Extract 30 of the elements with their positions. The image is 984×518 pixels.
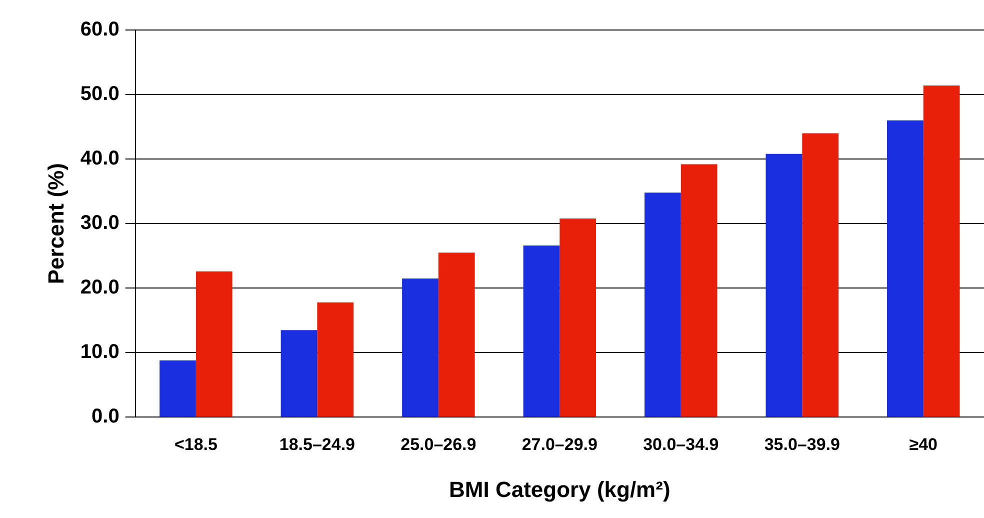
- bar: [438, 252, 475, 417]
- y-tick-label: 40.0: [80, 148, 120, 170]
- y-tick-label: 30.0: [80, 212, 120, 234]
- bar: [802, 133, 839, 417]
- bar: [887, 120, 924, 417]
- y-tick-label: 60.0: [80, 18, 120, 41]
- y-tick-label: 10.0: [80, 341, 120, 364]
- x-axis-title: BMI Category (kg/m²): [449, 476, 670, 502]
- x-tick-label: 25.0–26.9: [400, 435, 476, 454]
- x-tick-label: ≥40: [909, 435, 938, 454]
- bar: [560, 218, 596, 417]
- bar: [680, 164, 718, 417]
- bar: [317, 302, 354, 417]
- x-tick-label: 27.0–29.9: [522, 435, 598, 454]
- x-tick-label: 35.0–39.9: [764, 435, 840, 454]
- bar: [196, 271, 232, 417]
- bar: [160, 360, 196, 417]
- bar: [402, 278, 438, 417]
- y-tick-label: 0.0: [92, 406, 120, 428]
- x-tick-label: 18.5–24.9: [279, 435, 356, 454]
- y-tick-label: 20.0: [80, 276, 120, 299]
- bar: [766, 154, 802, 417]
- x-tick-label: <18.5: [174, 435, 218, 454]
- bar: [923, 86, 960, 417]
- bar: [644, 192, 681, 417]
- bar: [523, 246, 560, 417]
- bar: [280, 330, 318, 417]
- y-tick-label: 50.0: [80, 83, 120, 106]
- x-tick-label: 30.0–34.9: [643, 435, 719, 454]
- y-axis-title: Percent (%): [43, 163, 68, 284]
